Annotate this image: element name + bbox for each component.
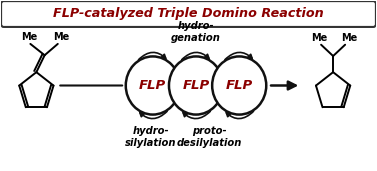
Text: Me: Me [341, 33, 357, 43]
Text: FLP-catalyzed Triple Domino Reaction: FLP-catalyzed Triple Domino Reaction [53, 7, 324, 20]
Circle shape [212, 56, 266, 115]
Text: FLP: FLP [225, 79, 253, 92]
Text: Me: Me [53, 32, 69, 42]
Text: proto-
desilylation: proto- desilylation [176, 126, 242, 148]
Text: FLP: FLP [139, 79, 166, 92]
Text: hydro-
silylation: hydro- silylation [125, 126, 177, 148]
Text: Me: Me [21, 32, 37, 42]
Text: hydro-
genation: hydro- genation [171, 21, 221, 43]
Circle shape [126, 56, 180, 115]
Text: Me: Me [311, 33, 327, 43]
FancyBboxPatch shape [1, 1, 376, 27]
Text: FLP: FLP [182, 79, 210, 92]
Circle shape [169, 56, 223, 115]
